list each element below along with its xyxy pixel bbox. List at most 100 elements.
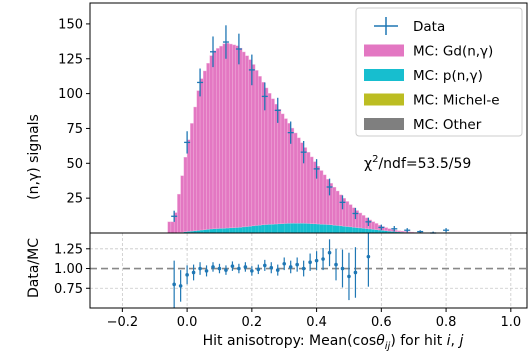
bar-gd-ngamma: [284, 118, 288, 224]
bar-p-ngamma: [293, 223, 298, 233]
bar-p-ngamma: [365, 228, 369, 233]
main-plot: 25 50 75 100 125 150: [58, 2, 528, 234]
bar-gd-ngamma: [387, 228, 392, 232]
bar-gd-ngamma: [180, 175, 185, 233]
bar-gd-ngamma: [228, 43, 233, 229]
bar-gd-ngamma: [371, 221, 376, 230]
bar-gd-ngamma: [280, 113, 285, 224]
bar-p-ngamma: [342, 226, 346, 233]
bar-gd-ngamma: [348, 204, 353, 228]
ratio-point: [198, 266, 202, 271]
bar-p-ngamma: [397, 231, 401, 233]
bar-gd-ngamma: [277, 109, 282, 225]
bar-p-ngamma: [287, 223, 291, 233]
bar-gd-ngamma: [232, 44, 236, 228]
legend-swatch: [364, 44, 404, 57]
x-tick-label: 0.4: [306, 315, 327, 330]
ratio-point: [321, 257, 325, 261]
bar-gd-ngamma: [238, 47, 243, 228]
bar-p-ngamma: [196, 230, 201, 233]
bar-gd-ngamma: [397, 230, 401, 233]
bar-p-ngamma: [313, 223, 317, 233]
bar-gd-ngamma: [235, 45, 240, 228]
bar-p-ngamma: [232, 227, 236, 233]
bar-gd-ngamma: [216, 48, 220, 229]
bar-p-ngamma: [264, 224, 269, 233]
x-tick-label: 0.8: [436, 315, 457, 330]
bar-p-ngamma: [209, 228, 214, 233]
bar-gd-ngamma: [345, 201, 350, 227]
bar-p-ngamma: [297, 223, 301, 233]
x-tick-label: 0.0: [177, 315, 198, 330]
y-axis-label-ratio: Data/MC: [26, 238, 42, 298]
bar-p-ngamma: [310, 223, 314, 233]
bar-p-ngamma: [222, 228, 226, 233]
bar-p-ngamma: [306, 223, 311, 233]
bar-p-ngamma: [391, 231, 395, 233]
bar-p-ngamma: [229, 227, 233, 233]
bar-gd-ngamma: [177, 193, 181, 233]
bar-gd-ngamma: [167, 221, 172, 234]
y-tick-label-ratio: 1.00: [54, 262, 83, 277]
bar-p-ngamma: [261, 224, 265, 233]
bar-p-ngamma: [280, 223, 285, 233]
bar-p-ngamma: [290, 223, 294, 233]
bar-p-ngamma: [248, 226, 252, 233]
bar-p-ngamma: [238, 227, 243, 233]
bar-gd-ngamma: [199, 78, 204, 231]
bar-gd-ngamma: [358, 212, 363, 229]
bar-p-ngamma: [193, 230, 197, 233]
bar-gd-ngamma: [245, 55, 249, 227]
bar-gd-ngamma: [309, 156, 314, 224]
bar-gd-ngamma: [271, 98, 275, 225]
legend-label: Data: [413, 19, 445, 35]
legend-swatch: [364, 118, 404, 130]
bar-p-ngamma: [271, 224, 275, 233]
bar-gd-ngamma: [251, 64, 256, 227]
y-tick-label-main: 125: [58, 52, 83, 67]
legend-label: MC: Gd(n,γ): [413, 44, 493, 60]
bar-p-ngamma: [336, 225, 340, 233]
ratio-point: [178, 284, 183, 288]
bar-p-ngamma: [355, 227, 359, 233]
ratio-point: [366, 254, 371, 259]
y-tick-label-ratio: 0.75: [54, 282, 83, 297]
ratio-plot: 0.75 1.00 1.25 −0.2 0.0 0.2 0.4 0.6 0.8 1.0: [54, 232, 528, 330]
bar-gd-ngamma: [193, 106, 198, 231]
bar-p-ngamma: [323, 224, 327, 233]
bar-p-ngamma: [258, 225, 262, 233]
bar-p-ngamma: [216, 228, 220, 233]
ratio-point: [211, 265, 215, 269]
bar-p-ngamma: [303, 223, 307, 233]
bar-p-ngamma: [225, 228, 230, 233]
x-tick-label: −0.2: [107, 315, 139, 330]
bar-p-ngamma: [371, 229, 375, 233]
bar-p-ngamma: [332, 225, 337, 233]
ratio-point: [334, 262, 338, 267]
bar-gd-ngamma: [254, 70, 259, 226]
bar-p-ngamma: [245, 226, 249, 233]
bar-p-ngamma: [368, 228, 372, 233]
ratio-point: [295, 262, 299, 267]
bar-p-ngamma: [316, 224, 320, 233]
ratio-point: [327, 250, 332, 255]
bar-gd-ngamma: [400, 230, 405, 233]
bar-p-ngamma: [242, 226, 246, 233]
chi2-annotation: χ2/ndf=53.5/59: [364, 154, 471, 172]
bar-p-ngamma: [387, 231, 392, 233]
bar-gd-ngamma: [293, 132, 298, 224]
bar-p-ngamma: [183, 231, 188, 233]
x-tick-label: 0.2: [242, 315, 263, 330]
bar-gd-ngamma: [203, 70, 207, 230]
bar-p-ngamma: [361, 228, 366, 233]
y-tick-label-main: 100: [58, 87, 83, 102]
ratio-point: [217, 266, 222, 271]
ratio-point: [301, 266, 306, 271]
ratio-point: [237, 266, 241, 271]
bar-gd-ngamma: [241, 51, 246, 228]
y-tick-label-main: 75: [66, 122, 83, 137]
bar-gd-ngamma: [296, 137, 301, 224]
ratio-point: [275, 268, 280, 272]
bar-p-ngamma: [384, 230, 388, 233]
ratio-point: [185, 273, 189, 277]
